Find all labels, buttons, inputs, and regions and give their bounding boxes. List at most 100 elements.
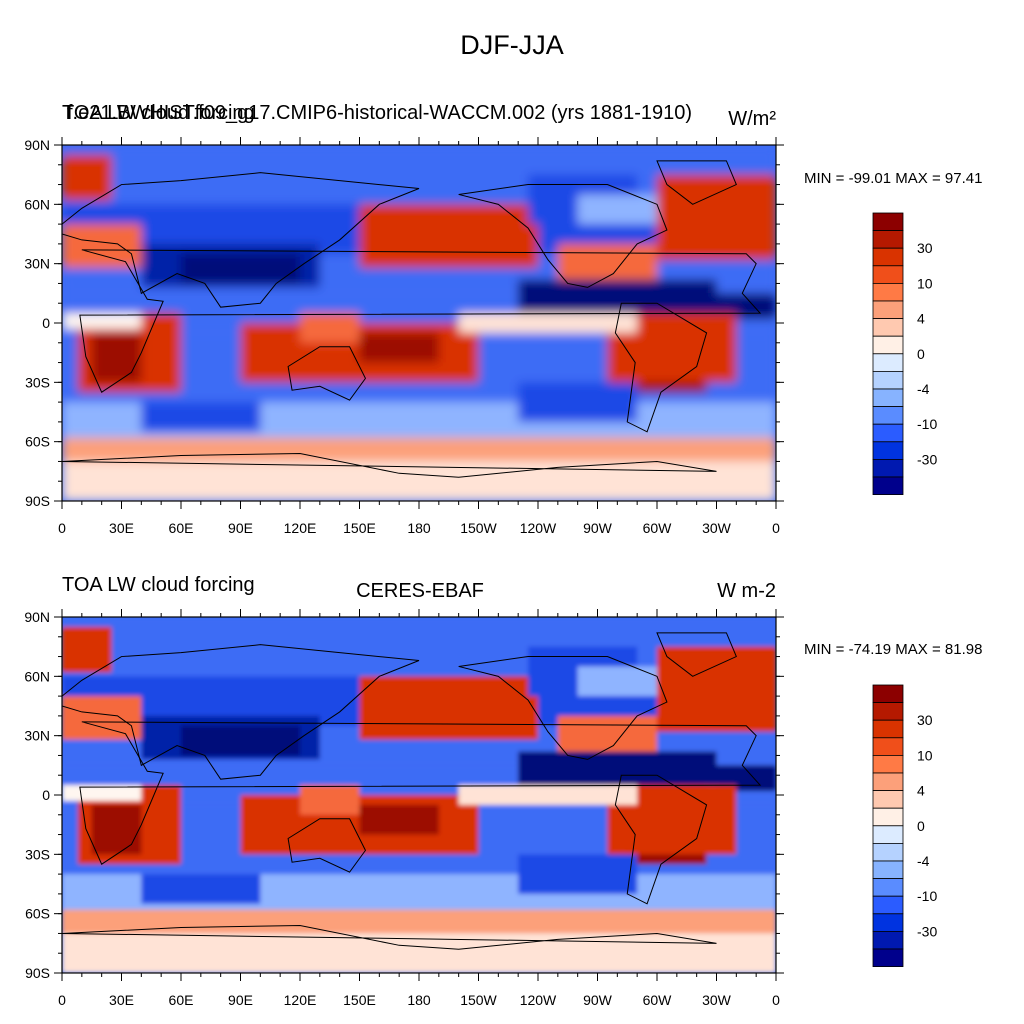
colorbar-label: -4 bbox=[917, 381, 930, 397]
colorbar-label: -4 bbox=[917, 853, 930, 869]
colorbar-box bbox=[872, 719, 904, 739]
colorbar-label: -30 bbox=[917, 923, 937, 939]
coastline-shape bbox=[62, 925, 717, 950]
lat-label: 30N bbox=[24, 256, 50, 272]
field-patch bbox=[91, 804, 142, 855]
lon-label: 60E bbox=[169, 520, 194, 536]
colorbar-box bbox=[872, 755, 904, 774]
field-patch bbox=[627, 313, 707, 393]
coastline-shape bbox=[458, 656, 668, 760]
field-patch bbox=[62, 293, 776, 333]
field-patch bbox=[240, 323, 479, 383]
panel2-units: W m-2 bbox=[717, 580, 776, 602]
colorbar-label: 10 bbox=[917, 275, 933, 291]
lat-label: 60N bbox=[24, 668, 50, 684]
field-patch bbox=[181, 725, 300, 756]
coastlines bbox=[62, 160, 762, 478]
field-patch bbox=[518, 279, 717, 314]
colorbar-box bbox=[872, 737, 904, 756]
lon-label: 30E bbox=[109, 520, 134, 536]
panel1-left-title: TOA LW cloud forcing bbox=[62, 102, 255, 124]
field-patch bbox=[62, 725, 776, 766]
coastline-shape bbox=[62, 644, 420, 780]
colorbar-label: 4 bbox=[917, 783, 925, 799]
lon-label: 180 bbox=[407, 520, 431, 536]
coastlines bbox=[62, 632, 762, 950]
field-patch bbox=[528, 646, 638, 697]
field-patch bbox=[62, 874, 776, 910]
field-patch bbox=[77, 785, 181, 865]
panel1-case-title: f.e21.BWHIST.f09_g17.CMIP6-historical-WA… bbox=[67, 102, 693, 124]
lon-label: 0 bbox=[772, 992, 780, 1008]
lon-label: 90W bbox=[583, 520, 613, 536]
colorbar-box bbox=[872, 458, 904, 478]
colorbar-box bbox=[872, 370, 904, 390]
field-patch bbox=[557, 715, 657, 756]
colorbar-box bbox=[872, 913, 904, 932]
lat-label: 60S bbox=[25, 434, 50, 450]
colorbar-box bbox=[872, 318, 904, 337]
field-patch bbox=[577, 194, 657, 225]
field-patch bbox=[359, 804, 439, 835]
field-patch bbox=[62, 313, 142, 329]
colorbar-box bbox=[872, 790, 904, 809]
coastline-shape bbox=[287, 346, 367, 401]
lon-label: 0 bbox=[58, 520, 66, 536]
lon-label: 150W bbox=[460, 992, 497, 1008]
field-patch bbox=[458, 313, 638, 333]
field-patch bbox=[62, 253, 776, 294]
field-patch bbox=[62, 402, 776, 438]
colorbar-box bbox=[872, 335, 904, 355]
lon-label: 0 bbox=[58, 992, 66, 1008]
colorbar-box bbox=[872, 948, 904, 968]
field-patch bbox=[359, 332, 439, 363]
field-patch bbox=[557, 243, 657, 284]
lon-label: 150W bbox=[460, 520, 497, 536]
lat-label: 60N bbox=[24, 196, 50, 212]
colorbar-box bbox=[872, 807, 904, 827]
colorbar-box bbox=[872, 860, 904, 880]
lon-label: 60E bbox=[169, 992, 194, 1008]
coastline-shape bbox=[656, 632, 737, 677]
field-patch bbox=[62, 765, 776, 805]
field-patch bbox=[62, 676, 776, 730]
lon-label: 150E bbox=[343, 520, 376, 536]
field-patch bbox=[77, 313, 181, 393]
field-patch bbox=[518, 382, 638, 422]
field-patch bbox=[657, 204, 737, 254]
field-patch bbox=[528, 174, 638, 225]
colorbar-label: 4 bbox=[917, 311, 925, 327]
field-patch bbox=[657, 676, 737, 726]
lon-label: 60W bbox=[643, 992, 673, 1008]
field-patch bbox=[141, 874, 261, 904]
coastline-shape bbox=[79, 721, 762, 865]
lat-label: 90N bbox=[24, 609, 50, 625]
colorbar-label: 10 bbox=[917, 747, 933, 763]
coastline-shape bbox=[656, 160, 737, 205]
colorbar-box bbox=[872, 212, 904, 232]
field-patch bbox=[62, 461, 776, 501]
field-patch bbox=[62, 933, 776, 973]
lon-label: 90E bbox=[228, 520, 253, 536]
lon-label: 60W bbox=[643, 520, 673, 536]
colorbar-box bbox=[872, 825, 904, 844]
colorbar-label: -10 bbox=[917, 416, 937, 432]
lon-label: 120W bbox=[520, 520, 557, 536]
lon-label: 30W bbox=[702, 520, 732, 536]
field-patch bbox=[62, 437, 776, 462]
colorbar-box bbox=[872, 843, 904, 862]
field-patch bbox=[518, 751, 717, 786]
field-patch bbox=[141, 402, 261, 432]
field-patch bbox=[62, 626, 112, 673]
lon-label: 180 bbox=[407, 992, 431, 1008]
map-panel-model: 90N 60N 30N 0 30S 60S 90S 0 30E 60E 90E 120E 150E 180… bbox=[24, 137, 937, 536]
panel1-min-max: MIN = -99.01 MAX = 97.41 bbox=[804, 170, 983, 187]
colorbar-box bbox=[872, 702, 904, 721]
lat-label: 90S bbox=[25, 965, 50, 981]
field-patch bbox=[458, 785, 638, 805]
field-patch bbox=[91, 332, 142, 383]
lat-label: 30S bbox=[25, 374, 50, 390]
coastline-shape bbox=[614, 302, 708, 433]
coastline-shape bbox=[62, 453, 717, 478]
